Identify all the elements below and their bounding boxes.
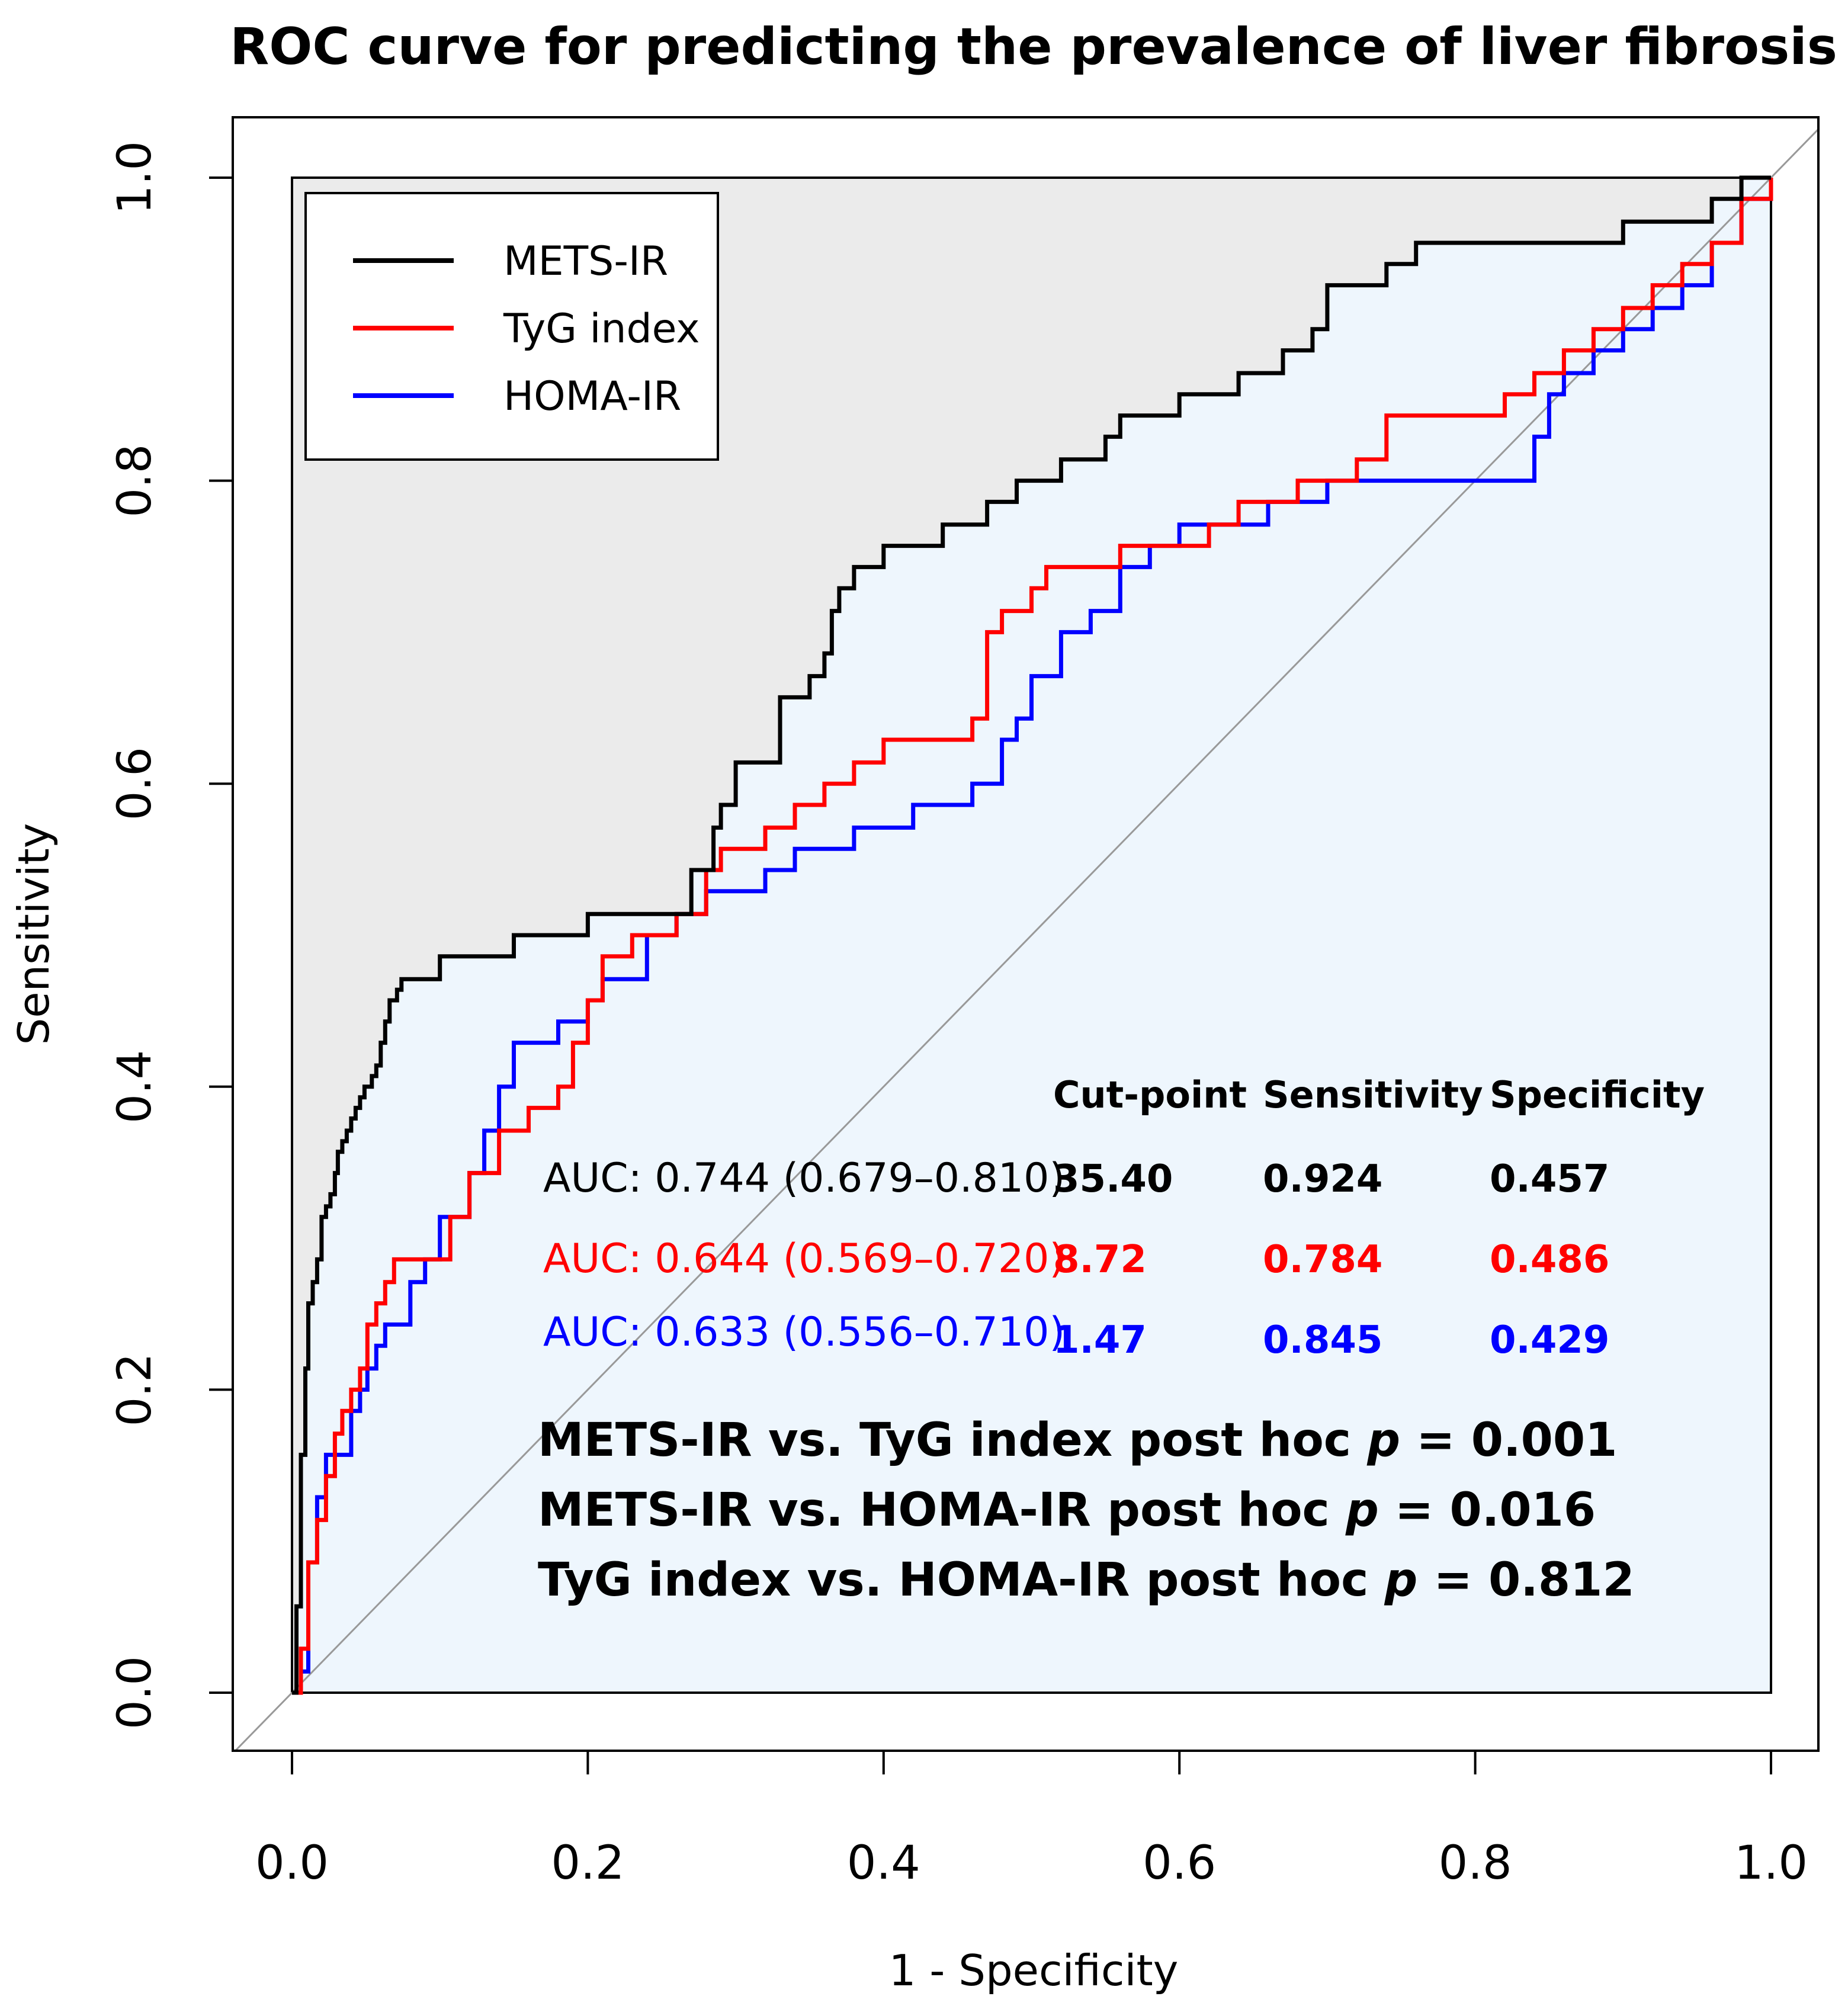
y-axis: 0.0 0.2 0.4 0.6 0.8 1.0: [108, 141, 234, 1729]
legend-label-tyg: TyG index: [503, 306, 700, 352]
cut-mets: 35.40: [1053, 1157, 1173, 1201]
homa-ir-curve: [292, 178, 1773, 1695]
auc-homa: AUC: 0.633 (0.556–0.710): [543, 1309, 1065, 1356]
posthoc-3-p: p: [1384, 1554, 1417, 1607]
chart-title: ROC curve for predicting the prevalence …: [230, 17, 1837, 76]
tyg-index-curve: [292, 178, 1773, 1695]
legend-label-homa: HOMA-IR: [503, 373, 681, 420]
x-axis: 0.0 0.2 0.4 0.6 0.8 1.0: [255, 1750, 1808, 1890]
header-cut-point: Cut-point: [1053, 1073, 1247, 1116]
y-tick-label: 0.0: [108, 1656, 162, 1729]
sens-tyg: 0.784: [1263, 1238, 1382, 1282]
cut-homa: 1.47: [1053, 1318, 1147, 1362]
posthoc-1-value: = 0.001: [1400, 1414, 1617, 1467]
auc-tyg: AUC: 0.644 (0.569–0.720): [543, 1235, 1065, 1282]
posthoc-3-value: = 0.812: [1417, 1554, 1634, 1607]
x-axis-label: 1 - Specificity: [889, 1946, 1179, 1995]
sens-mets: 0.924: [1263, 1157, 1382, 1201]
posthoc-line-1: METS-IR vs. TyG index post hoc p = 0.001: [538, 1414, 1617, 1467]
x-tick-label: 0.8: [1439, 1837, 1512, 1890]
y-tick-label: 0.4: [108, 1050, 162, 1124]
legend-label-mets: METS-IR: [503, 238, 668, 285]
x-tick-label: 0.2: [551, 1837, 624, 1890]
x-tick-label: 0.6: [1143, 1837, 1216, 1890]
stats-table: Cut-point Sensitivity Specificity AUC: 0…: [543, 1073, 1705, 1362]
header-specificity: Specificity: [1490, 1073, 1705, 1116]
y-tick-label: 1.0: [108, 141, 162, 214]
mets-ir-curve: [292, 175, 1771, 1695]
y-axis-label: Sensitivity: [9, 823, 59, 1045]
spec-mets: 0.457: [1490, 1157, 1609, 1201]
inner-plot-box: [291, 176, 1772, 1694]
y-tick-label: 0.6: [108, 747, 162, 820]
sens-homa: 0.845: [1263, 1318, 1382, 1362]
x-tick-label: 1.0: [1734, 1837, 1808, 1890]
legend: METS-IR TyG index HOMA-IR: [304, 192, 719, 461]
posthoc-line-2: METS-IR vs. HOMA-IR post hoc p = 0.016: [538, 1484, 1596, 1537]
spec-tyg: 0.486: [1490, 1238, 1609, 1282]
posthoc-line-3: TyG index vs. HOMA-IR post hoc p = 0.812: [538, 1554, 1635, 1607]
reference-diagonal: [234, 127, 1818, 1751]
x-tick-label: 0.0: [255, 1837, 329, 1890]
y-tick-label: 0.2: [108, 1353, 162, 1426]
posthoc-2-p: p: [1345, 1484, 1379, 1537]
posthoc-2-text: METS-IR vs. HOMA-IR post hoc: [538, 1484, 1346, 1537]
spec-homa: 0.429: [1490, 1318, 1609, 1362]
header-sensitivity: Sensitivity: [1263, 1073, 1483, 1116]
posthoc-2-value: = 0.016: [1379, 1484, 1596, 1537]
auc-mets: AUC: 0.744 (0.679–0.810): [543, 1155, 1065, 1202]
series-layer: [292, 175, 1773, 1695]
posthoc-3-text: TyG index vs. HOMA-IR post hoc: [538, 1554, 1384, 1607]
x-tick-label: 0.4: [847, 1837, 920, 1890]
posthoc-1-p: p: [1366, 1414, 1400, 1467]
cut-tyg: 8.72: [1053, 1238, 1147, 1282]
posthoc-block: METS-IR vs. TyG index post hoc p = 0.001…: [538, 1414, 1635, 1607]
posthoc-1-text: METS-IR vs. TyG index post hoc: [538, 1414, 1367, 1467]
y-tick-label: 0.8: [108, 444, 162, 518]
